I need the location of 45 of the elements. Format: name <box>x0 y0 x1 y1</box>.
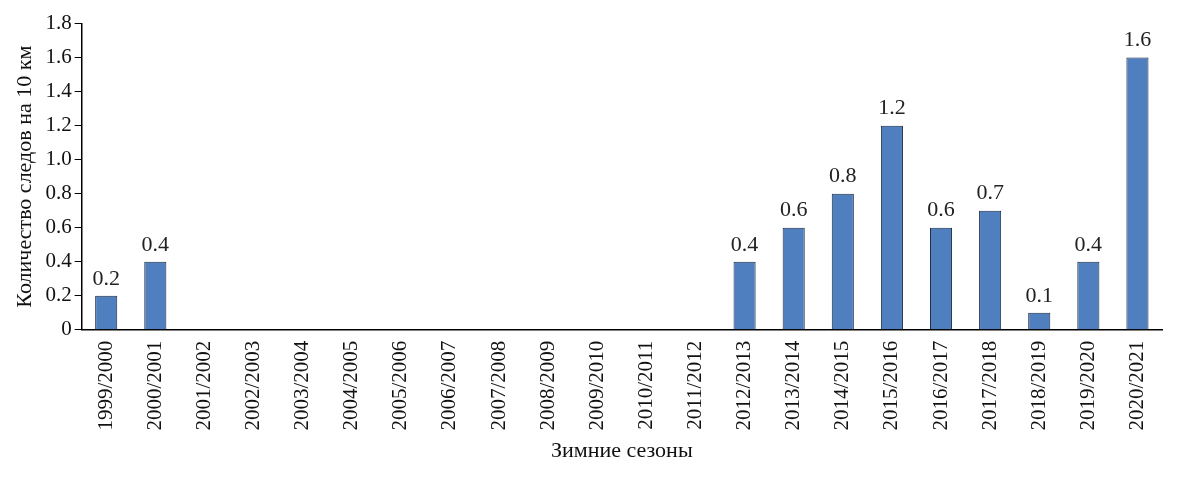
data-label: 0.4 <box>730 230 759 256</box>
x-tick-label: 2015/2016 <box>878 340 903 431</box>
x-tick-label: 2012/2013 <box>731 340 756 431</box>
data-label: 0.2 <box>92 264 120 290</box>
x-tick-label: 2011/2012 <box>682 340 706 430</box>
x-tick-label: 2006/2007 <box>436 340 461 431</box>
y-tick-label: 0.4 <box>45 248 73 273</box>
x-tick-label: 2007/2008 <box>485 340 510 431</box>
x-tick-label: 2001/2002 <box>190 340 215 431</box>
y-tick-label: 1.4 <box>45 78 73 103</box>
x-tick-label: 2018/2019 <box>1025 340 1050 431</box>
data-label: 0.8 <box>829 162 857 188</box>
data-label: 1.6 <box>1123 26 1152 52</box>
x-tick-label: 2005/2006 <box>387 340 412 431</box>
x-tick-label: 2014/2015 <box>829 340 854 431</box>
y-tick-label: 1.0 <box>45 146 72 171</box>
x-tick-label: 2010/2011 <box>632 340 657 430</box>
x-tick-label: 2017/2018 <box>976 340 1001 431</box>
x-tick-label: 2020/2021 <box>1123 340 1148 431</box>
y-axis-title: Количество следов на 10 км <box>10 45 36 308</box>
y-tick-label: 0.6 <box>45 214 72 239</box>
x-tick-label: 2013/2014 <box>780 340 805 431</box>
y-tick-label: 0.8 <box>45 180 72 205</box>
x-axis-title: Зимние сезоны <box>550 436 693 462</box>
y-tick-label: 1.8 <box>45 10 72 35</box>
data-label: 1.2 <box>878 94 906 120</box>
y-tick-label: 1.2 <box>45 112 72 137</box>
y-tick-label: 1.6 <box>45 44 72 69</box>
y-tick-label: 0 <box>61 316 72 341</box>
x-tick-label: 2002/2003 <box>240 340 265 431</box>
y-tick-label: 0.2 <box>45 282 72 307</box>
x-tick-label: 2019/2020 <box>1074 340 1099 431</box>
data-label: 0.4 <box>1074 230 1103 256</box>
data-label: 0.6 <box>927 196 955 222</box>
x-tick-label: 2003/2004 <box>289 340 314 431</box>
x-tick-label: 2000/2001 <box>141 340 166 431</box>
x-tick-label: 2008/2009 <box>534 340 559 431</box>
data-label: 0.1 <box>1025 281 1053 307</box>
x-tick-label: 2016/2017 <box>927 340 952 431</box>
data-label: 0.4 <box>141 230 170 256</box>
data-label: 0.7 <box>976 179 1004 205</box>
data-label: 0.6 <box>779 196 808 222</box>
x-tick-label: 1999/2000 <box>92 340 117 431</box>
x-tick-label: 2004/2005 <box>338 340 363 431</box>
x-tick-label: 2009/2010 <box>583 340 608 431</box>
